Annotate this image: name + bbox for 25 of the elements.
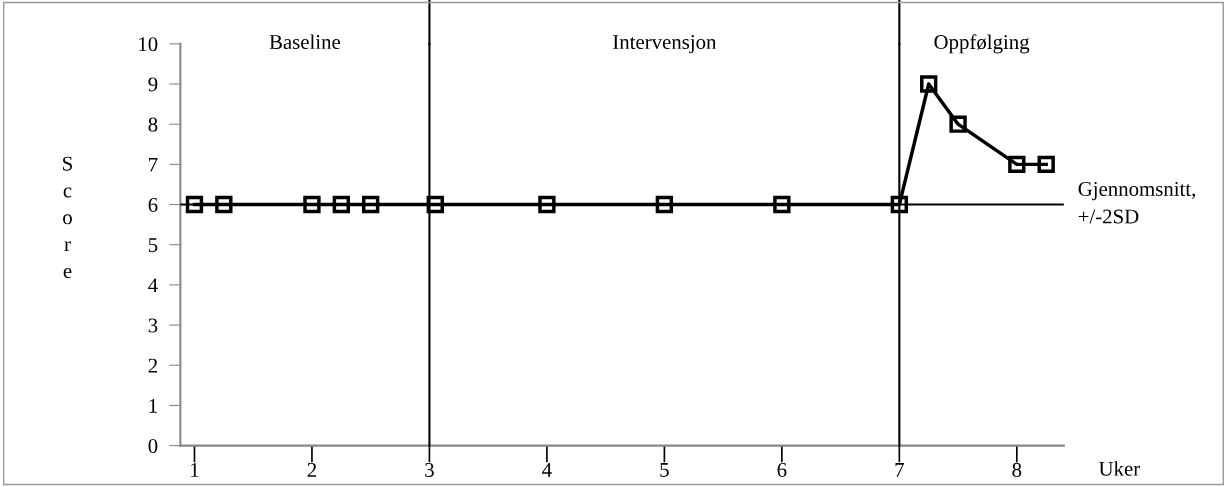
x-tick-label: 5 [660, 463, 669, 477]
y-tick-label: 0 [148, 438, 158, 454]
y-tick-label: 7 [149, 157, 158, 172]
y-tick-label: 1 [149, 398, 157, 413]
annotation: Intervensjon [613, 35, 717, 54]
annotation: Baseline [269, 34, 341, 50]
x-tick-label: 3 [425, 462, 434, 477]
y-tick-label: 3 [148, 318, 158, 333]
y-tick-label: 5 [148, 238, 158, 253]
x-tick-label: 8 [1012, 462, 1022, 477]
y-tick-label: 6 [148, 197, 158, 212]
x-tick-label: 4 [542, 463, 552, 477]
y-axis-title: Score [63, 156, 72, 279]
x-axis-title: Uker [1098, 461, 1140, 476]
x-tick-label: 2 [307, 462, 316, 477]
y-tick-label: 2 [148, 358, 157, 373]
x-tick-label: 1 [191, 462, 199, 477]
x-tick-label: 7 [895, 463, 904, 477]
y-tick-label: 4 [148, 278, 158, 293]
ref-line-label: Gjennomsnitt, +/-2SD [1078, 181, 1196, 224]
y-tick-label: 10 [139, 37, 158, 52]
annotation: Oppfølging [934, 34, 1030, 54]
x-tick-label: 6 [777, 462, 787, 477]
y-tick-label: 9 [148, 77, 158, 92]
y-tick-label: 8 [148, 117, 158, 132]
